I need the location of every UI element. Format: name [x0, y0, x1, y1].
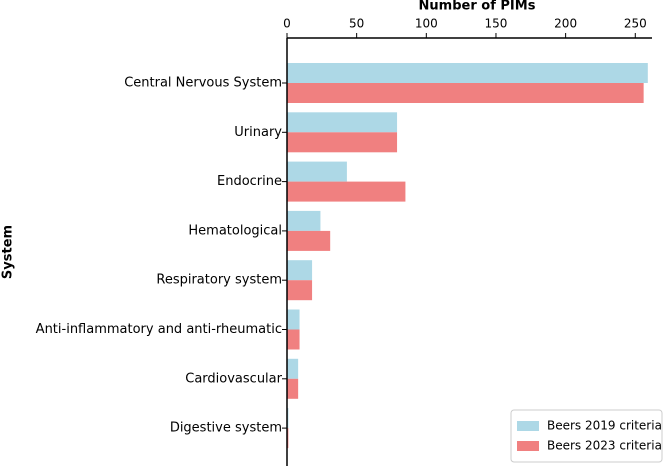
x-tick-label: 50	[349, 17, 364, 31]
bar	[287, 230, 331, 251]
legend-swatch	[517, 421, 539, 431]
x-tick-label: 200	[554, 17, 577, 31]
bar	[287, 63, 648, 83]
y-tick-label: Urinary	[234, 125, 282, 140]
legend-label: Beers 2023 criteria	[547, 439, 662, 453]
y-tick-label: Central Nervous System	[124, 76, 282, 91]
bar	[287, 181, 406, 202]
legend-frame	[510, 409, 663, 463]
legend-label: Beers 2019 criteria	[547, 419, 662, 433]
bar	[287, 112, 398, 133]
bar	[287, 210, 321, 231]
y-tick-label: Respiratory system	[156, 273, 282, 288]
y-axis-title: System	[1, 225, 16, 279]
y-tick-label: Cardiovascular	[185, 371, 282, 386]
bar	[287, 132, 398, 153]
legend: Beers 2019 criteria Beers 2023 criteria	[510, 409, 663, 463]
bar	[287, 358, 299, 379]
bar	[287, 161, 347, 182]
bar	[287, 83, 644, 103]
bar	[287, 260, 313, 281]
bar	[287, 329, 300, 350]
y-tick-label: Hematological	[188, 223, 282, 238]
y-tick-label: Anti-inflammatory and anti-rheumatic	[36, 322, 282, 337]
x-axis-title: Number of PIMs	[419, 0, 536, 14]
y-tick-label: Digestive system	[170, 421, 282, 436]
y-tick-label: Endocrine	[217, 174, 282, 189]
x-tick-label: 0	[283, 17, 291, 31]
bar	[287, 280, 313, 301]
legend-swatch	[517, 441, 539, 451]
bar	[287, 309, 300, 330]
bar	[287, 378, 299, 399]
x-tick-label: 100	[415, 17, 438, 31]
x-tick-label: 150	[485, 17, 508, 31]
x-tick-label: 250	[624, 17, 647, 31]
